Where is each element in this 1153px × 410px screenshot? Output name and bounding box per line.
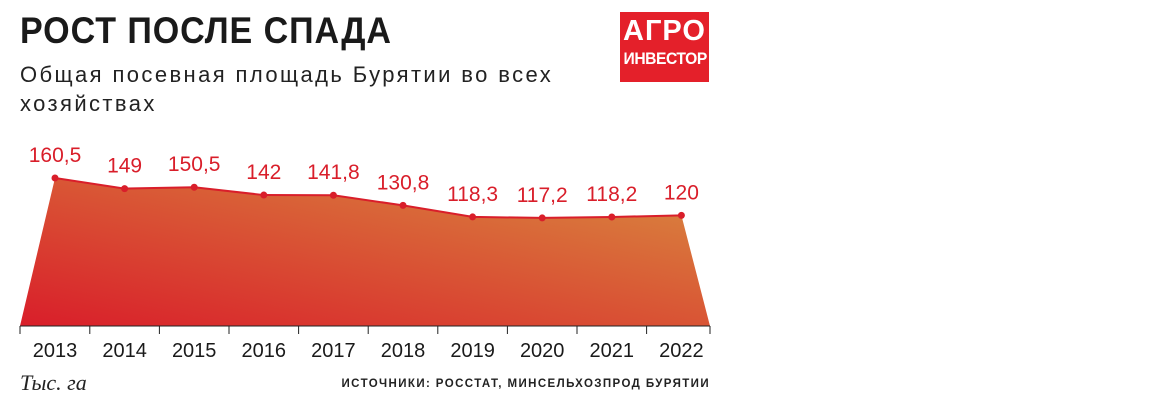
x-tick-label: 2019 [450, 340, 495, 362]
data-label: 118,2 [586, 183, 637, 206]
data-point [329, 191, 337, 199]
data-point [51, 174, 59, 182]
data-label: 141,8 [307, 161, 360, 184]
x-tick-label: 2017 [311, 340, 356, 362]
data-label: 149 [107, 155, 142, 178]
data-label: 117,2 [517, 184, 568, 207]
chart-title: РОСТ ПОСЛЕ СПАДА [20, 10, 392, 51]
x-tick-label: 2018 [381, 340, 426, 362]
data-point [608, 213, 616, 221]
data-label: 118,3 [447, 183, 498, 206]
data-point [121, 185, 129, 193]
x-tick-label: 2022 [659, 340, 704, 362]
x-tick-label: 2021 [590, 340, 635, 362]
data-label: 142 [246, 161, 281, 184]
series-line [54, 177, 682, 219]
x-tick-label: 2013 [33, 340, 78, 362]
data-point [677, 211, 685, 219]
data-point [399, 201, 407, 209]
area-fill [20, 178, 710, 326]
data-point [469, 213, 477, 221]
x-tick-label: 2015 [172, 340, 217, 362]
data-point [538, 214, 546, 222]
chart-subtitle: Общая посевная площадь Бурятии во всех х… [20, 62, 554, 116]
x-tick-label: 2020 [520, 340, 565, 362]
unit-label: Тыс. га [20, 370, 87, 395]
logo-line-2: ИНВЕСТОР [623, 49, 708, 68]
data-label: 120 [664, 181, 699, 204]
data-point [260, 191, 268, 199]
source-note: ИСТОЧНИКИ: РОССТАТ, МИНСЕЛЬХОЗПРОД БУРЯТ… [341, 378, 710, 390]
data-label: 160,5 [29, 144, 82, 167]
data-point [190, 183, 198, 191]
data-label: 130,8 [377, 171, 430, 194]
x-tick-label: 2016 [242, 340, 287, 362]
agroinvestor-logo: АГРО ИНВЕСТОР [620, 12, 709, 82]
data-label: 150,5 [168, 153, 221, 176]
logo-line-1: АГРО [623, 15, 706, 47]
x-tick-label: 2014 [102, 340, 147, 362]
